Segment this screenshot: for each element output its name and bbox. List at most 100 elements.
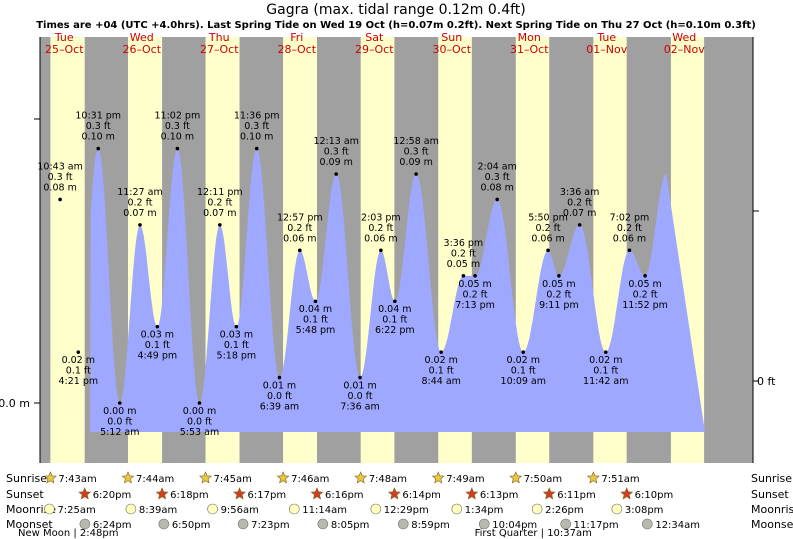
day-name: Thu	[208, 31, 230, 44]
tide-label-text: 6:22 pm	[375, 325, 415, 336]
tide-labels: 10:43 am0.3 ft0.08 m 0.02 m0.1 ft4:21 pm 1…	[37, 111, 668, 438]
sunrise-event: 7:45am	[199, 471, 252, 485]
tide-label-text: 0.08 m	[480, 182, 513, 193]
row-label-left: Sunset	[6, 488, 44, 501]
moonrise-time: 9:56am	[221, 505, 259, 516]
high-tide-label: 5:50 pm0.2 ft0.06 m	[528, 212, 568, 253]
day-date: 02–Nov	[664, 43, 705, 56]
tide-point	[393, 299, 397, 304]
sunrise-event: 7:51am	[586, 471, 640, 485]
tide-label-text: 0.02 m	[589, 355, 622, 366]
sunrise-time: 7:48am	[369, 474, 407, 485]
tide-label-text: 0.06 m	[613, 233, 646, 244]
tide-point	[603, 350, 608, 354]
tide-label-text: 11:36 pm	[234, 111, 280, 122]
tide-label-text: 0.07 m	[563, 208, 596, 219]
tide-label-text: 0.1 ft	[429, 366, 454, 377]
sunrise-event: 7:43am	[43, 471, 97, 485]
moon-icon	[370, 503, 382, 515]
star-icon	[78, 487, 92, 500]
tide-label-text: 0.1 ft	[382, 315, 407, 326]
tide-point	[358, 375, 362, 380]
sunrise-time: 7:51am	[601, 474, 639, 485]
sunset-time: 6:17pm	[248, 490, 287, 501]
high-tide-label: 2:04 am0.3 ft0.08 m	[477, 161, 517, 202]
sunset-time: 6:20pm	[93, 490, 132, 501]
day-date: 31–Oct	[510, 43, 549, 56]
tide-label-text: 0.0 ft	[267, 391, 292, 402]
star-icon	[509, 471, 523, 484]
star-icon	[310, 487, 324, 500]
star-icon	[276, 471, 290, 484]
tide-label-text: 0.05 m	[458, 279, 491, 290]
tide-point	[138, 223, 142, 227]
sunset-time: 6:14pm	[402, 490, 441, 501]
tide-label-text: 0.02 m	[507, 355, 540, 366]
high-tide-label: 12:57 pm0.2 ft0.06 m	[277, 212, 323, 253]
tide-label-text: 0.1 ft	[511, 366, 536, 377]
row-label-right: Moonrise	[751, 503, 793, 516]
high-tide-label: 2:03 pm0.2 ft0.06 m	[361, 212, 401, 253]
row-label-right: Sunset	[751, 488, 789, 501]
tide-label-text: 3:36 pm	[444, 238, 484, 249]
low-tide-label: 0.02 m0.1 ft4:21 pm	[58, 350, 98, 387]
tide-label-text: 0.0 ft	[348, 391, 373, 402]
moonrise-time: 1:34pm	[465, 505, 504, 516]
tide-label-text: 0.3 ft	[86, 121, 111, 132]
high-tide-label: 10:43 am0.3 ft0.08 m	[37, 161, 83, 202]
tide-label-text: 0.10 m	[161, 132, 194, 143]
low-tide-label: 0.00 m0.0 ft5:12 am	[100, 401, 140, 438]
tide-label-text: 0.04 m	[378, 304, 411, 315]
chart-title: Gagra (max. tidal range 0.12m 0.4ft)	[266, 2, 525, 18]
moon-icon	[44, 503, 55, 515]
day-name: Sat	[365, 31, 384, 44]
moon-icon	[237, 518, 249, 530]
day-name: Tue	[54, 31, 74, 44]
tide-label-text: 11:42 am	[583, 376, 628, 387]
moon-icon	[642, 518, 653, 530]
moon-icon	[158, 518, 170, 530]
row-label-right: Moonset	[751, 518, 793, 531]
tide-label-text: 12:11 pm	[197, 187, 243, 198]
moonrise-time: 3:08pm	[625, 505, 664, 516]
moonrise-event: 9:56am	[207, 503, 259, 516]
sunset-event: 6:20pm	[78, 487, 132, 501]
star-icon	[199, 471, 212, 484]
tide-point	[414, 172, 418, 176]
moonrise-time: 2:26pm	[545, 505, 584, 516]
tide-point	[76, 350, 81, 354]
moon-phase-label: First Quarter | 10:37am	[475, 528, 592, 539]
tide-point	[577, 223, 582, 227]
tide-label-text: 0.07 m	[123, 208, 156, 219]
tide-label-text: 12:58 am	[393, 136, 438, 147]
high-tide-label: 3:36 am0.2 ft0.07 m	[560, 187, 599, 227]
star-icon	[354, 471, 368, 484]
moonrise-event: 8:39am	[125, 503, 177, 516]
tide-label-text: 8:44 am	[421, 376, 460, 387]
tide-label-text: 12:13 am	[313, 136, 358, 147]
tide-label-text: 0.2 ft	[463, 289, 488, 300]
sunrise-event: 7:48am	[354, 471, 407, 485]
tide-label-text: 5:18 pm	[217, 351, 257, 362]
star-icon	[465, 487, 479, 500]
chart-subtitle: Times are +04 (UTC +4.0hrs). Last Spring…	[36, 20, 756, 31]
day-date: 28–Oct	[277, 43, 316, 56]
high-tide-label: 12:58 am0.3 ft0.09 m	[393, 136, 439, 176]
tide-point	[218, 223, 222, 227]
tide-label-text: 0.2 ft	[536, 223, 561, 234]
tide-point	[58, 197, 62, 202]
high-tide-label: 12:13 am0.3 ft0.09 m	[313, 136, 359, 176]
sunrise-event: 7:49am	[431, 471, 485, 485]
moon-icon	[288, 503, 300, 515]
tide-point	[379, 248, 383, 253]
tide-label-text: 0.1 ft	[66, 366, 91, 377]
day-date: 25–Oct	[45, 43, 84, 56]
tide-label-text: 0.03 m	[220, 330, 253, 341]
high-tide-label: 11:27 am0.2 ft0.07 m	[117, 187, 163, 227]
